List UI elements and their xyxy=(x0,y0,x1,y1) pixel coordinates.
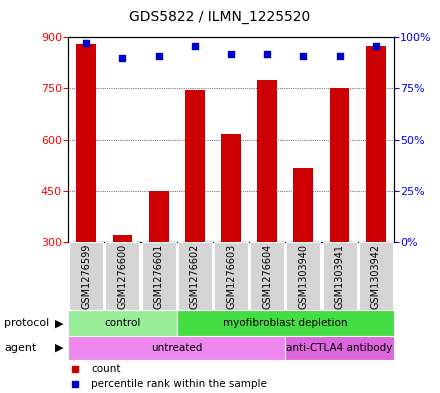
Text: GSM1303942: GSM1303942 xyxy=(371,244,381,309)
Bar xyxy=(221,134,241,242)
Point xyxy=(264,51,271,57)
Text: anti-CTLA4 antibody: anti-CTLA4 antibody xyxy=(286,343,393,353)
Text: count: count xyxy=(91,364,121,374)
Point xyxy=(300,53,307,59)
Bar xyxy=(177,310,394,336)
Bar xyxy=(68,336,285,360)
Text: GSM1303941: GSM1303941 xyxy=(334,244,345,309)
Text: protocol: protocol xyxy=(4,318,50,328)
Bar xyxy=(106,242,139,310)
Point xyxy=(227,51,235,57)
Bar xyxy=(142,242,176,310)
Bar xyxy=(250,242,284,310)
Text: GSM1276602: GSM1276602 xyxy=(190,244,200,309)
Bar xyxy=(293,169,313,242)
Point xyxy=(83,40,90,47)
Point xyxy=(155,53,162,59)
Bar xyxy=(366,46,386,242)
Bar xyxy=(323,242,356,310)
Text: control: control xyxy=(104,318,141,328)
Text: GSM1276604: GSM1276604 xyxy=(262,244,272,309)
Text: ▶: ▶ xyxy=(55,343,64,353)
Point xyxy=(119,55,126,61)
Point xyxy=(336,53,343,59)
Text: GSM1276600: GSM1276600 xyxy=(117,244,128,309)
Text: myofibroblast depletion: myofibroblast depletion xyxy=(223,318,348,328)
Text: agent: agent xyxy=(4,343,37,353)
Bar xyxy=(359,242,393,310)
Bar xyxy=(178,242,212,310)
Bar xyxy=(77,44,96,242)
Text: ▶: ▶ xyxy=(55,318,64,328)
Bar xyxy=(69,242,103,310)
Text: percentile rank within the sample: percentile rank within the sample xyxy=(91,378,267,389)
Bar xyxy=(214,242,248,310)
Bar xyxy=(286,242,320,310)
Text: GSM1276601: GSM1276601 xyxy=(154,244,164,309)
Bar xyxy=(285,336,394,360)
Text: GSM1303940: GSM1303940 xyxy=(298,244,308,309)
Point xyxy=(372,42,379,49)
Point xyxy=(191,42,198,49)
Bar xyxy=(330,88,349,242)
Text: untreated: untreated xyxy=(151,343,202,353)
Bar xyxy=(257,80,277,242)
Bar xyxy=(149,191,169,242)
Bar xyxy=(113,235,132,242)
Bar xyxy=(185,90,205,242)
Text: GSM1276599: GSM1276599 xyxy=(81,244,91,309)
Text: GDS5822 / ILMN_1225520: GDS5822 / ILMN_1225520 xyxy=(129,10,311,24)
Bar xyxy=(68,310,177,336)
Text: GSM1276603: GSM1276603 xyxy=(226,244,236,309)
